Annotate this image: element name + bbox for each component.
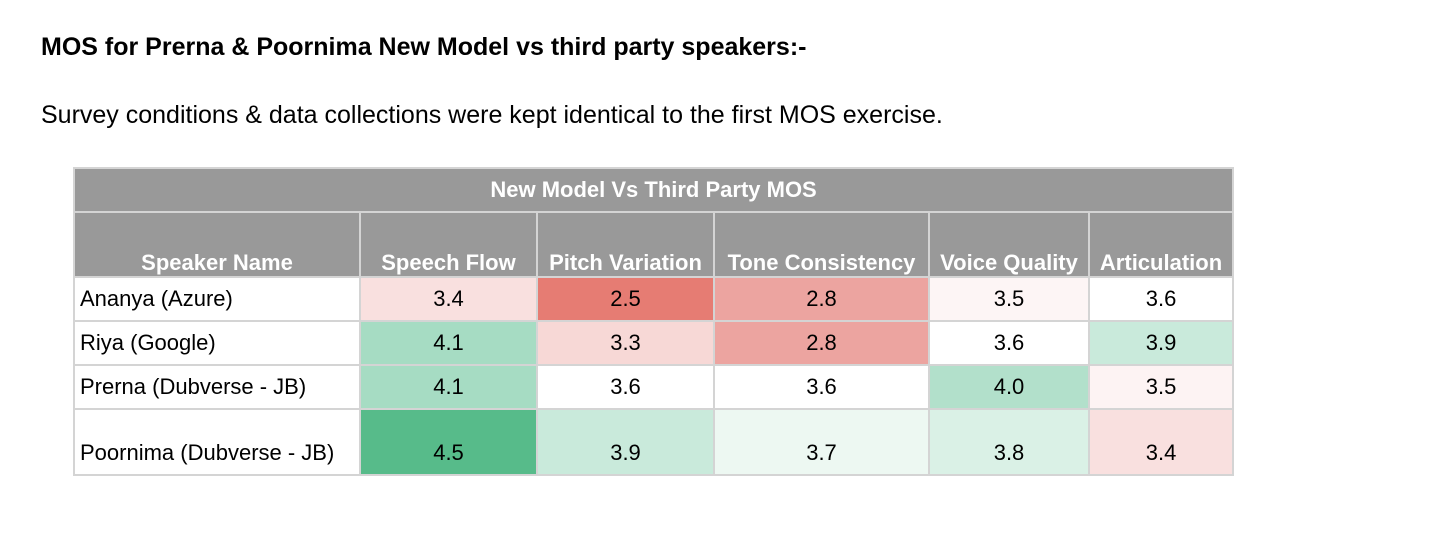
document-subtitle: Survey conditions & data collections wer… — [41, 101, 943, 129]
table-caption-row: New Model Vs Third Party MOS — [72, 167, 1235, 213]
score-cell: 4.0 — [928, 364, 1090, 410]
table-row: Riya (Google) 4.1 3.3 2.8 3.6 3.9 — [73, 320, 1235, 366]
score-cell: 2.5 — [536, 276, 715, 322]
score-cell: 3.4 — [1087, 408, 1235, 476]
score-cell: 3.3 — [536, 320, 715, 366]
speaker-name-cell: Prerna (Dubverse - JB) — [73, 364, 361, 410]
score-cell: 3.8 — [928, 408, 1090, 476]
header-pitch-variation: Pitch Variation — [536, 211, 715, 278]
speaker-name-cell: Ananya (Azure) — [73, 276, 361, 322]
header-voice-quality: Voice Quality — [928, 211, 1090, 278]
mos-table: New Model Vs Third Party MOS Speaker Nam… — [72, 167, 1235, 476]
score-cell: 3.7 — [713, 408, 930, 476]
score-cell: 3.9 — [536, 408, 715, 476]
header-speech-flow: Speech Flow — [359, 211, 538, 278]
table-header-row: Speaker Name Speech Flow Pitch Variation… — [73, 211, 1235, 278]
header-articulation: Articulation — [1087, 211, 1235, 278]
table-caption: New Model Vs Third Party MOS — [72, 167, 1235, 213]
speaker-name-cell: Riya (Google) — [73, 320, 361, 366]
score-cell: 4.1 — [359, 320, 538, 366]
speaker-name-cell: Poornima (Dubverse - JB) — [73, 408, 361, 476]
score-cell: 3.5 — [1087, 364, 1235, 410]
score-cell: 3.6 — [1087, 276, 1235, 322]
score-cell: 4.5 — [359, 408, 538, 476]
table-row: Prerna (Dubverse - JB) 4.1 3.6 3.6 4.0 3… — [73, 364, 1235, 410]
score-cell: 2.8 — [713, 276, 930, 322]
score-cell: 3.6 — [928, 320, 1090, 366]
score-cell: 3.4 — [359, 276, 538, 322]
document-title: MOS for Prerna & Poornima New Model vs t… — [41, 33, 807, 61]
table-row: Poornima (Dubverse - JB) 4.5 3.9 3.7 3.8… — [73, 408, 1235, 476]
header-tone-consistency: Tone Consistency — [713, 211, 930, 278]
score-cell: 3.6 — [536, 364, 715, 410]
score-cell: 3.5 — [928, 276, 1090, 322]
score-cell: 2.8 — [713, 320, 930, 366]
score-cell: 4.1 — [359, 364, 538, 410]
table-row: Ananya (Azure) 3.4 2.5 2.8 3.5 3.6 — [73, 276, 1235, 322]
header-speaker-name: Speaker Name — [73, 211, 361, 278]
score-cell: 3.6 — [713, 364, 930, 410]
score-cell: 3.9 — [1087, 320, 1235, 366]
